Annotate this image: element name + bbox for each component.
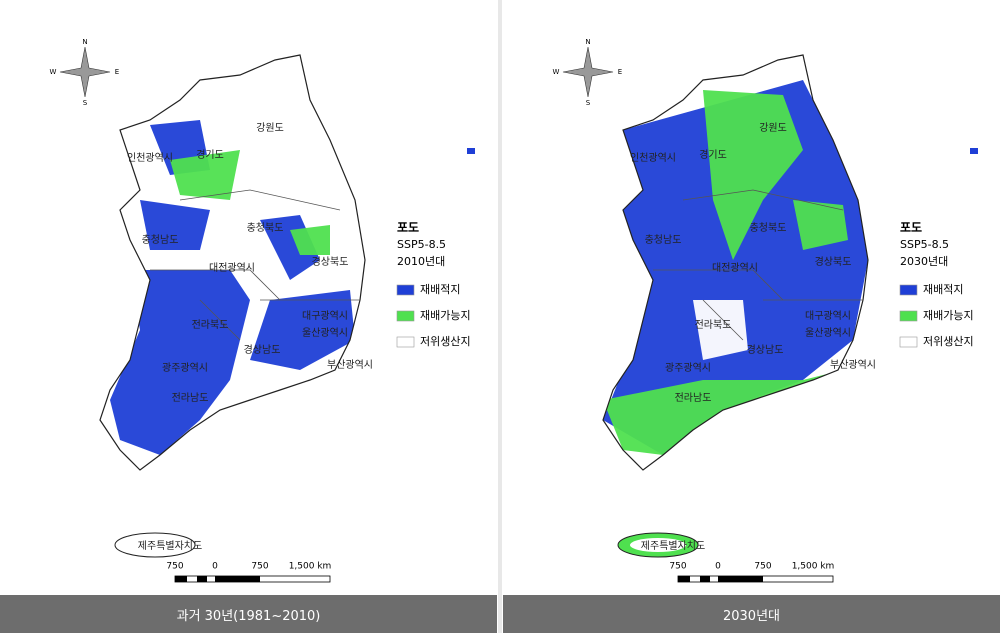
scale-label: 1,500 km: [792, 562, 835, 572]
region-label: 경기도: [699, 148, 727, 161]
legend-label: 재배가능지: [420, 309, 471, 322]
zone: [603, 80, 868, 455]
legend-label: 재배가능지: [923, 309, 974, 322]
region-label: 경상남도: [747, 343, 784, 356]
legend-period: 2010년대: [397, 255, 445, 268]
scale-label: 0: [212, 562, 218, 572]
scale-label: 0: [715, 562, 721, 572]
boundary: [602, 54, 869, 471]
region-label: 충청남도: [645, 234, 682, 246]
scale-seg: [678, 576, 690, 582]
zone: [170, 150, 240, 200]
caption: 과거 30년(1981~2010): [0, 595, 497, 633]
jeju-inner: [127, 538, 183, 552]
islet: [467, 148, 475, 154]
legend-period: 2030년대: [900, 255, 948, 268]
legend-swatch: [396, 310, 415, 322]
compass-s: S: [83, 99, 88, 107]
compass-w: W: [553, 68, 560, 76]
compass-w: W: [50, 68, 57, 76]
legend-label: 재배적지: [923, 283, 963, 296]
region-label: 강원도: [759, 122, 787, 134]
legend-label: 재배적지: [420, 283, 460, 296]
compass-n: N: [82, 38, 87, 46]
province-lines: [653, 189, 863, 341]
region-label: 제주특별자치도: [138, 540, 202, 552]
boundary: [99, 54, 366, 471]
zone: [140, 200, 210, 250]
region-label: 전라북도: [192, 319, 229, 331]
region-label: 부산광역시: [327, 359, 373, 371]
region-label: 대구광역시: [805, 310, 851, 322]
region-label: 경상북도: [312, 255, 349, 268]
region-label: 인천광역시: [127, 152, 173, 164]
legend-label: 저위생산지: [923, 335, 974, 348]
region-label: 충청북도: [247, 222, 284, 234]
legend-label: 저위생산지: [420, 335, 471, 348]
region-label: 울산광역시: [805, 327, 851, 339]
scale-seg: [700, 576, 710, 582]
legend-crop: 포도: [397, 221, 419, 235]
zone: [290, 225, 330, 255]
compass-e: E: [115, 68, 119, 76]
suitability: [110, 120, 355, 455]
compass-n: N: [585, 38, 590, 46]
zone: [703, 90, 803, 260]
zone: [693, 300, 748, 360]
region-label: 광주광역시: [665, 362, 711, 374]
region-label: 울산광역시: [302, 327, 348, 339]
region-label: 전라북도: [695, 319, 732, 331]
region-label: 대구광역시: [302, 310, 348, 322]
legend-swatch: [899, 284, 918, 296]
scale-seg: [175, 576, 187, 582]
legend-scenario: SSP5-8.5: [397, 238, 446, 251]
scale-label: 750: [669, 562, 686, 572]
province-lines: [150, 189, 360, 341]
legend-swatch: [396, 284, 415, 296]
region-label: 인천광역시: [630, 152, 676, 164]
region-label: 대전광역시: [209, 262, 255, 274]
suitability: [603, 80, 868, 455]
caption: 2030년대: [503, 595, 1000, 633]
scale-label: 750: [754, 562, 771, 572]
region-label: 대전광역시: [712, 262, 758, 274]
scale-label: 750: [251, 562, 268, 572]
zone: [110, 270, 250, 455]
scale-label: 750: [166, 562, 183, 572]
compass-s: S: [586, 99, 591, 107]
region-label: 경상남도: [244, 343, 281, 356]
legend-swatch: [899, 310, 918, 322]
region-label: 경기도: [196, 148, 224, 161]
region-label: 부산광역시: [830, 359, 876, 371]
zone: [250, 290, 355, 370]
region-label: 경상북도: [815, 255, 852, 268]
scale-seg: [215, 576, 260, 582]
legend-scenario: SSP5-8.5: [900, 238, 949, 251]
region-label: 충청남도: [142, 234, 179, 246]
compass-e: E: [618, 68, 622, 76]
region-label: 충청북도: [750, 222, 787, 234]
region-label: 강원도: [256, 122, 284, 134]
legend-swatch: [899, 336, 918, 348]
scale-seg: [718, 576, 763, 582]
legend-swatch: [396, 336, 415, 348]
jeju-inner: [630, 538, 686, 552]
region-label: 광주광역시: [162, 362, 208, 374]
region-label: 전라남도: [172, 392, 209, 404]
region-label: 제주특별자치도: [641, 540, 705, 552]
legend-crop: 포도: [900, 221, 922, 235]
zone: [793, 200, 848, 250]
compass-star: [59, 46, 111, 98]
region-label: 전라남도: [675, 392, 712, 404]
compass-star: [562, 46, 614, 98]
scale-seg: [197, 576, 207, 582]
scale-label: 1,500 km: [289, 562, 332, 572]
islet: [970, 148, 978, 154]
divider: [498, 0, 502, 633]
